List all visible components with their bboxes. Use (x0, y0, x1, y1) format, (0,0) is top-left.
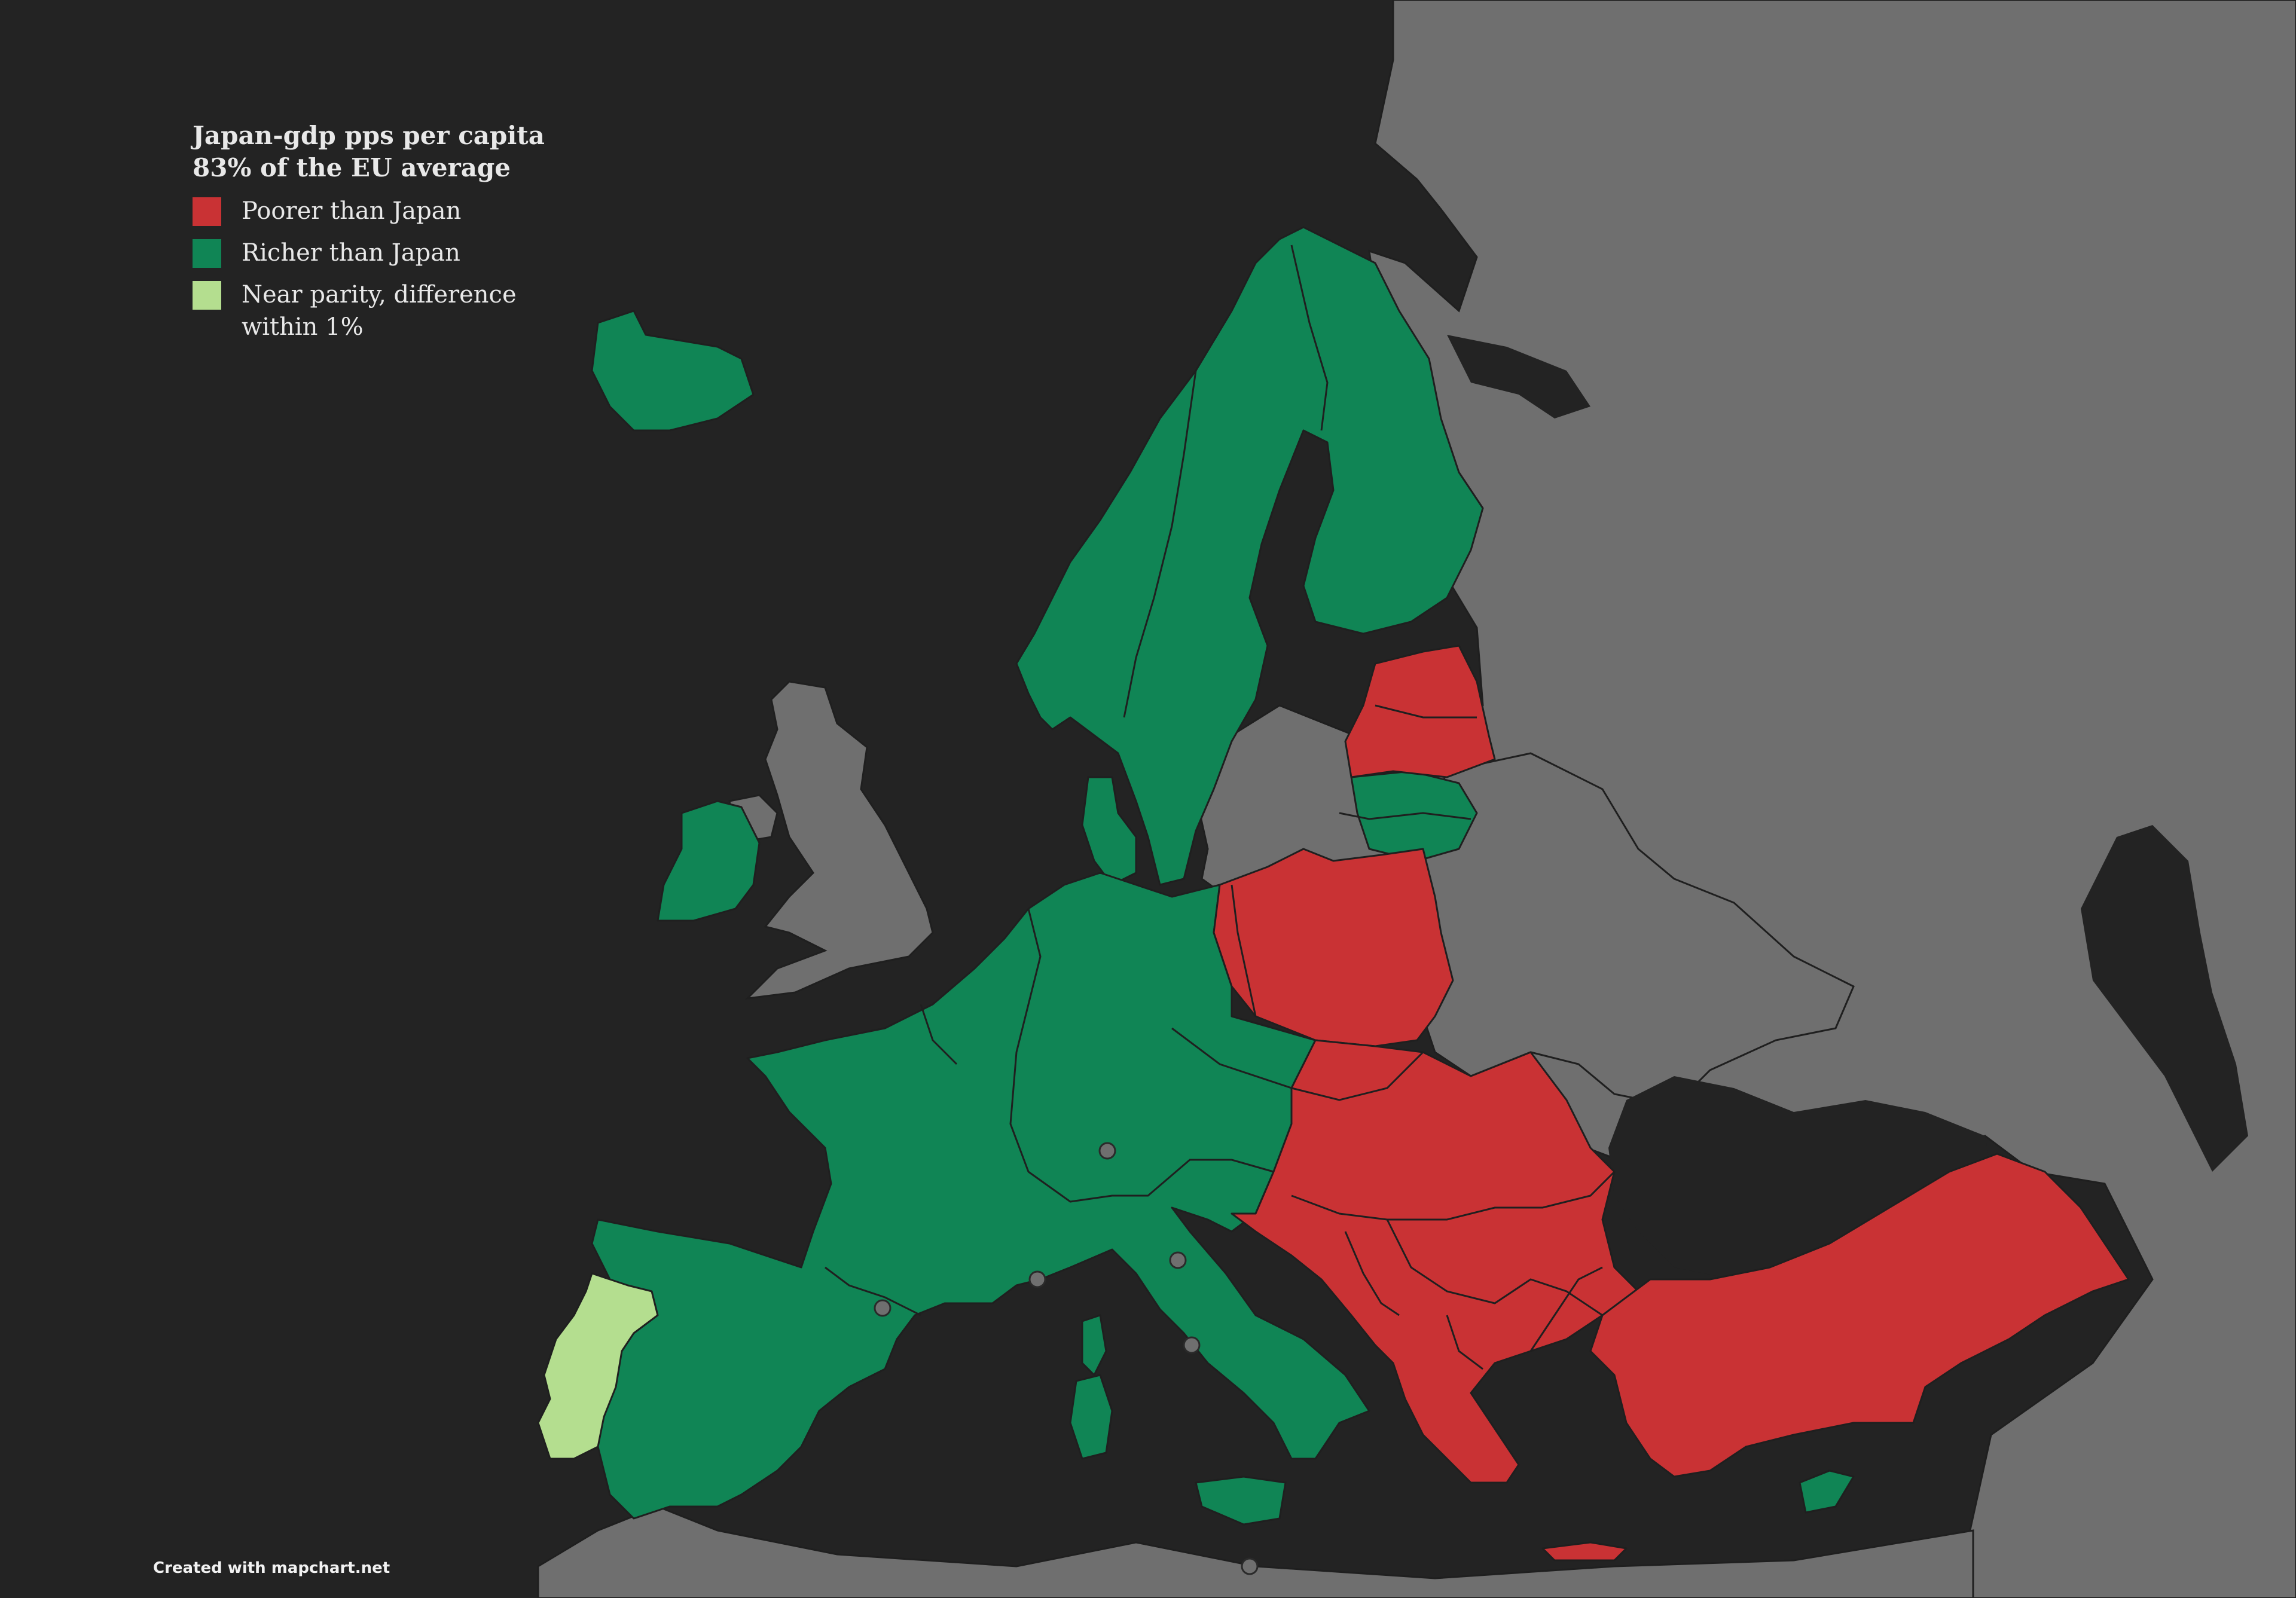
crete (1541, 1541, 1628, 1562)
legend-label-poorer: Poorer than Japan (242, 197, 462, 225)
legend-swatch-poorer (193, 197, 221, 226)
portugal (537, 1272, 659, 1460)
vatican-dot (1183, 1336, 1201, 1354)
legend-item-poorer: Poorer than Japan (193, 197, 545, 227)
non-compared-land (537, 0, 2296, 1598)
great-britain (744, 680, 934, 1000)
monaco-dot (1028, 1270, 1046, 1288)
iceland (591, 310, 755, 432)
legend-swatch-richer (193, 239, 221, 268)
legend-label-near-parity: Near parity, difference within 1% (242, 281, 517, 341)
legend-item-richer: Richer than Japan (193, 239, 545, 269)
country-borders (825, 245, 1616, 1370)
malta-dot (1241, 1557, 1259, 1575)
baltics-estonia-latvia (1344, 644, 1496, 778)
denmark (1081, 776, 1137, 886)
black-sea (1608, 1076, 1991, 1279)
microstate-dots (874, 1142, 1259, 1575)
norway-sweden-finland (1015, 226, 1484, 886)
legend-title-line-2: 83% of the EU average (193, 153, 511, 182)
san-marino-dot (1169, 1251, 1187, 1269)
poorer-countries (1213, 644, 2130, 1562)
cyprus (1799, 1469, 1855, 1514)
richer-countries (573, 226, 1855, 1526)
legend-title-line-1: Japan-gdp pps per capita (193, 121, 545, 150)
legend-label-richer: Richer than Japan (242, 239, 460, 267)
andorra-dot (874, 1299, 891, 1317)
near-parity-countries (537, 1272, 659, 1460)
caspian-sea (2081, 825, 2248, 1172)
sicily (1195, 1475, 1287, 1526)
legend-item-near-parity: Near parity, difference within 1% (193, 281, 545, 343)
russia-east-landmass (1195, 0, 2296, 1598)
poland (1213, 848, 1454, 1047)
legend-swatch-near-parity (193, 281, 221, 310)
inland-seas (1447, 335, 2248, 1279)
white-sea (1447, 335, 1590, 418)
southeast-europe (1231, 1039, 1639, 1484)
turkey (1589, 1153, 2130, 1478)
liechtenstein-dot (1098, 1142, 1116, 1160)
ireland (657, 800, 761, 922)
mapchart-credit: Created with mapchart.net (153, 1559, 390, 1577)
corsica-sardinia (1069, 1314, 1113, 1460)
map-legend: Japan-gdp pps per capita 83% of the EU a… (193, 120, 545, 355)
lithuania (1350, 770, 1478, 862)
legend-title: Japan-gdp pps per capita 83% of the EU a… (193, 120, 545, 184)
